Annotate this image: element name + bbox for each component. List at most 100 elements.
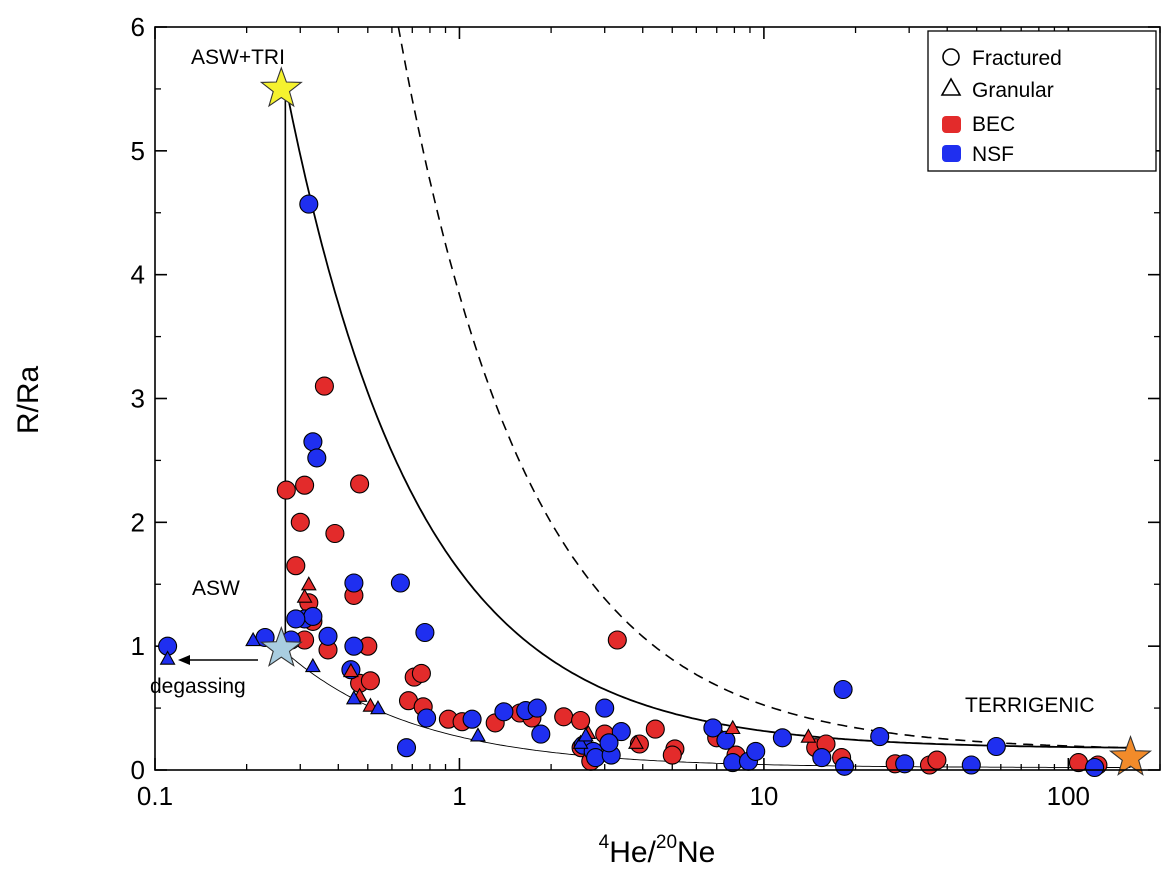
data-point-bec-granular [628, 734, 644, 749]
data-point-nsf-fractured [417, 708, 437, 728]
data-point-nsf-fractured [344, 636, 364, 656]
legend-bec: BEC [972, 113, 1015, 136]
data-point-bec-fractured [290, 512, 310, 532]
data-point-nsf-fractured [390, 573, 410, 593]
degassing-arrow [178, 655, 258, 665]
data-point-nsf-fractured [746, 741, 766, 761]
y-tick-label: 6 [131, 12, 145, 42]
data-point-bec-fractured [411, 663, 431, 683]
y-tick-label: 2 [131, 507, 145, 537]
data-point-nsf-granular [469, 727, 486, 742]
y-tick-label: 1 [131, 631, 145, 661]
data-point-nsf-fractured [1085, 757, 1105, 778]
data-point-nsf-fractured [723, 753, 743, 773]
asw-tri-star-icon [259, 66, 303, 108]
dashed-mixing-curve [397, 27, 1131, 749]
y-tick-label: 5 [131, 136, 145, 166]
data-point-nsf-granular [159, 650, 176, 665]
data-point-nsf-granular [245, 631, 262, 647]
x-tick-label: 10 [749, 781, 778, 811]
data-point-nsf-fractured [772, 728, 792, 748]
asw-tri-label: ASW+TRI [191, 46, 285, 69]
x-axis-title-part1: He/ [609, 836, 656, 869]
solid-mixing-curve [285, 88, 1131, 749]
data-point-bec-fractured [314, 376, 334, 396]
data-point-bec-fractured [571, 710, 591, 731]
data-point-bec-granular [342, 662, 359, 678]
data-point-nsf-fractured [299, 194, 319, 214]
degassing-label: degassing [150, 675, 246, 698]
data-point-bec-fractured [286, 556, 306, 576]
data-point-nsf-fractured [703, 718, 723, 738]
data-point-bec-fractured [350, 474, 370, 494]
y-axis-title: R/Ra [12, 366, 45, 435]
data-point-nsf-fractured [812, 748, 832, 768]
data-point-nsf-fractured [599, 733, 619, 753]
data-point-bec-fractured [1068, 753, 1089, 773]
data-point-nsf-fractured [833, 679, 853, 700]
x-tick-label: 1 [452, 781, 466, 811]
data-point-nsf-fractured [986, 736, 1006, 757]
data-point-nsf-fractured [286, 609, 306, 629]
data-point-nsf-fractured [303, 432, 323, 452]
data-point-bec-fractured [276, 480, 296, 500]
x-tick-label: 0.1 [137, 781, 173, 811]
y-tick-label: 3 [131, 384, 145, 414]
data-point-nsf-fractured [586, 748, 606, 768]
legend-granular: Granular [972, 79, 1054, 102]
data-point-nsf-fractured [318, 626, 338, 646]
data-point-nsf-fractured [870, 727, 890, 747]
terrigenic-star-icon [1108, 734, 1153, 776]
data-point-bec-granular [800, 728, 817, 743]
data-point-nsf-fractured [307, 448, 327, 468]
legend-triangle-icon [940, 77, 962, 96]
data-point-bec-fractured [554, 707, 574, 727]
data-point-nsf-fractured [527, 698, 547, 718]
data-point-bec-fractured [325, 523, 345, 544]
data-point-nsf-granular [370, 699, 386, 715]
data-point-nsf-granular [345, 690, 362, 705]
asw-mixing-curve [281, 648, 1131, 768]
data-point-nsf-fractured [494, 702, 514, 722]
data-point-bec-fractured [662, 745, 682, 765]
asw-label: ASW [192, 577, 240, 600]
data-point-nsf-fractured [396, 738, 417, 758]
x-axis-title-sup1: 4 [599, 832, 610, 853]
data-point-nsf-granular [572, 734, 589, 749]
data-point-nsf-fractured [834, 756, 855, 776]
y-tick-label: 4 [131, 260, 145, 290]
legend-bec-swatch [942, 116, 961, 133]
data-point-nsf-fractured [895, 754, 915, 774]
data-point-bec-fractured [607, 630, 627, 650]
terrigenic-label: TERRIGENIC [965, 694, 1095, 717]
data-points [158, 194, 1108, 778]
data-point-bec-fractured [645, 719, 665, 739]
data-point-bec-fractured [927, 750, 947, 770]
data-point-bec-fractured [360, 671, 380, 691]
endmember-stars [259, 66, 1153, 776]
data-point-nsf-fractured [595, 698, 615, 718]
data-point-nsf-fractured [716, 730, 736, 750]
data-point-bec-granular [300, 576, 317, 591]
data-point-nsf-fractured [462, 709, 482, 729]
data-point-nsf-fractured [611, 722, 631, 742]
legend-circle-icon [942, 48, 960, 66]
legend-box [927, 30, 1157, 172]
x-tick-label: 100 [1047, 781, 1090, 811]
data-point-nsf-fractured [531, 724, 551, 744]
legend-fractured: Fractured [972, 47, 1062, 70]
data-point-nsf-fractured [344, 573, 364, 593]
y-tick-label: 0 [131, 755, 145, 785]
data-point-nsf-fractured [961, 755, 981, 775]
asw-star-icon [259, 625, 303, 667]
data-point-bec-granular [296, 588, 313, 603]
plot-frame [154, 26, 1161, 771]
x-axis-title-part2: Ne [677, 836, 715, 869]
x-axis-title-sup2: 20 [656, 832, 677, 853]
legend-nsf-swatch [942, 145, 961, 162]
legend: Fractured Granular BEC NSF [927, 30, 1157, 172]
data-point-nsf-granular [577, 727, 594, 742]
data-point-nsf-fractured [303, 606, 323, 626]
x-axis-title: 4He/20Ne [599, 832, 716, 869]
